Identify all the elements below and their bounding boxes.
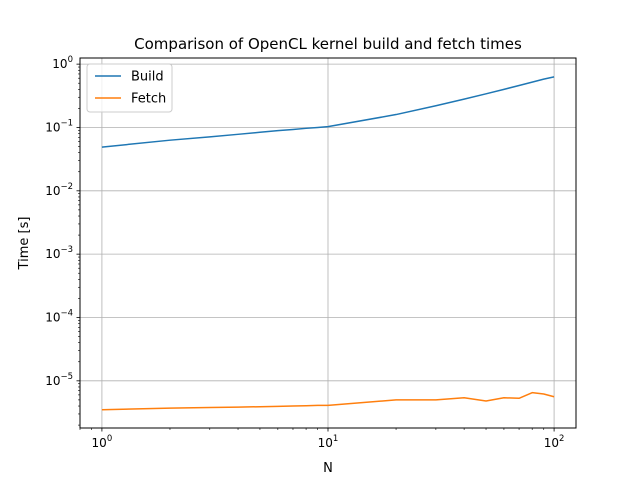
series-line-build <box>101 76 555 148</box>
y-axis-label: Time [s] <box>17 217 32 271</box>
series-line-fetch <box>101 391 555 411</box>
legend: Build Fetch <box>86 63 173 113</box>
y-tick-label: 10−2 <box>45 182 73 198</box>
y-tick-label: 10−3 <box>45 245 73 261</box>
chart-title: Comparison of OpenCL kernel build and fe… <box>134 35 522 53</box>
x-tick-label: 102 <box>544 434 565 450</box>
x-axis-label: N <box>323 461 333 476</box>
legend-label-fetch: Fetch <box>131 92 166 107</box>
series-layer <box>101 76 555 411</box>
y-tick-label: 10−5 <box>45 372 73 388</box>
y-tick-label: 100 <box>52 55 73 71</box>
x-tick-label: 100 <box>92 434 113 450</box>
ticks: 100 101 102 10−5 10−4 10−3 10−2 10−1 100 <box>45 55 564 450</box>
legend-label-build: Build <box>131 70 164 85</box>
y-tick-label: 10−1 <box>45 118 73 134</box>
x-tick-label: 101 <box>318 434 339 450</box>
y-tick-label: 10−4 <box>45 308 73 324</box>
